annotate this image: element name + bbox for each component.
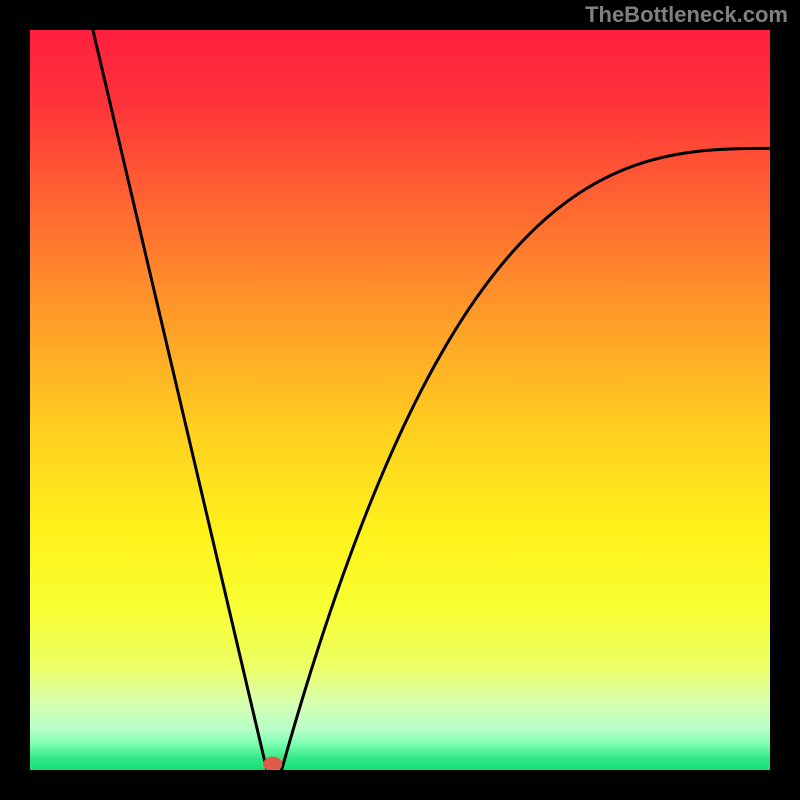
plot-area [30, 30, 770, 770]
watermark-text: TheBottleneck.com [585, 2, 788, 28]
chart-svg [30, 30, 770, 770]
chart-frame: TheBottleneck.com [0, 0, 800, 800]
gradient-background [30, 30, 770, 770]
